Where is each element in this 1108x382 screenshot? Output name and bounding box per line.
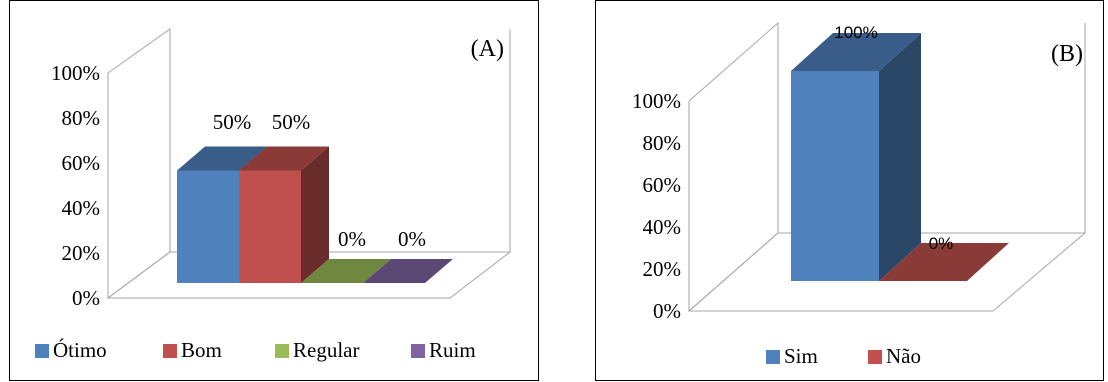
chart-b-legend-label: Sim (784, 344, 818, 368)
chart-a-legend-label: Ruim (429, 338, 476, 362)
chart-a-y-tick-label: 0% (72, 286, 100, 310)
chart-a-y-tick-label: 40% (62, 196, 101, 220)
chart-b-y-tick-label: 20% (643, 257, 682, 281)
chart-b-data-label: 100% (834, 23, 877, 42)
chart-b-y-tick-label: 60% (643, 173, 682, 197)
chart-a-y-tick-label: 20% (62, 241, 101, 265)
chart-a-y-tick-label: 80% (62, 106, 101, 130)
chart-b-y-tick-label: 80% (643, 131, 682, 155)
chart-b-panel: 0% 20% 40% 60% 80% 100% 100% 0% (B) Sim Não (595, 0, 1104, 381)
chart-b-y-tick-label: 0% (653, 299, 681, 323)
chart-a-data-label: 50% (213, 110, 252, 134)
chart-a-data-label: 0% (338, 227, 366, 251)
chart-b: 0% 20% 40% 60% 80% 100% 100% 0% (B) Sim Não (632, 21, 1087, 368)
chart-a-bar-front (177, 170, 239, 283)
chart-b-legend-swatch (766, 350, 780, 364)
chart-b-data-label: 0% (929, 234, 954, 253)
chart-a-bar-side (301, 146, 329, 283)
chart-b-title: (B) (1051, 41, 1083, 67)
chart-b-floor (687, 232, 1087, 312)
chart-a-legend-swatch (163, 344, 177, 358)
chart-a-y-tick-label: 60% (62, 151, 101, 175)
chart-a-legend-label: Bom (181, 338, 222, 362)
chart-a-legend-label: Regular (293, 338, 359, 362)
chart-a-legend-swatch (35, 344, 49, 358)
chart-a-legend-swatch (411, 344, 425, 358)
chart-b-y-tick-label: 100% (632, 89, 681, 113)
chart-a-bar-top (301, 259, 391, 283)
chart-a-floor (106, 251, 512, 299)
chart-a-bar-top (239, 146, 329, 171)
chart-b-bar-side (879, 33, 921, 281)
chart-b-legend-label: Não (886, 344, 921, 368)
chart-a-bar-top (177, 146, 267, 171)
chart-b-bar-top (791, 33, 921, 71)
chart-a-data-label: 50% (272, 110, 311, 134)
chart-a-title: (A) (471, 36, 504, 62)
chart-b-bar-front (791, 71, 879, 281)
chart-a-panel: 0% 20% 40% 60% 80% 100% 50% 50% 0% 0% (A) Ótimo Bom R… (9, 0, 539, 381)
chart-b-legend-swatch (868, 350, 882, 364)
chart-a-legend-label: Ótimo (53, 338, 107, 362)
chart-a-bar-front (239, 170, 301, 283)
chart-a-data-label: 0% (398, 227, 426, 251)
chart-a-bar-top (363, 259, 453, 283)
chart-a: 0% 20% 40% 60% 80% 100% 50% 50% 0% 0% (A) Ótimo Bom R… (35, 28, 512, 362)
chart-a-legend-swatch (275, 344, 289, 358)
chart-b-y-tick-label: 40% (643, 215, 682, 239)
chart-a-y-tick-label: 100% (51, 61, 100, 85)
chart-b-bar-top (879, 243, 1009, 281)
